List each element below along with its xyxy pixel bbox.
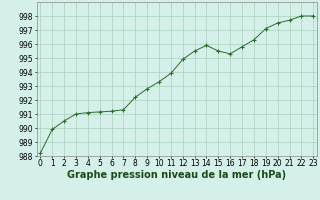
X-axis label: Graphe pression niveau de la mer (hPa): Graphe pression niveau de la mer (hPa): [67, 170, 286, 180]
